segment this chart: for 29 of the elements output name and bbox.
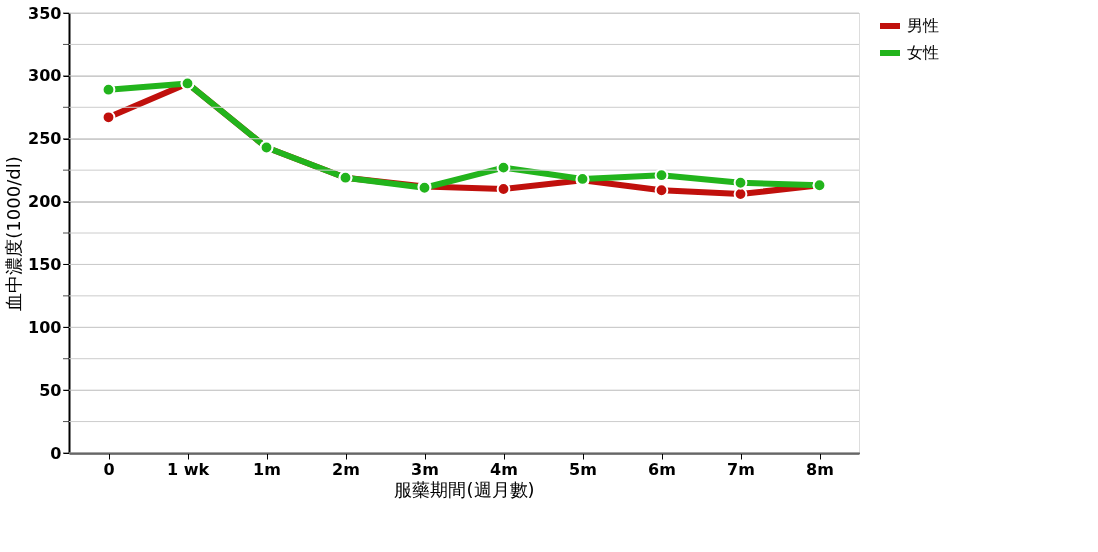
- x-tick-label: 2m: [332, 459, 360, 479]
- x-tick-label: 7m: [727, 459, 755, 479]
- point: [733, 187, 748, 201]
- x-tick-label: 6m: [648, 459, 676, 479]
- point: [101, 110, 116, 125]
- y-tick-label: 250: [28, 129, 62, 149]
- x-tick-label: 4m: [490, 459, 518, 479]
- x-tick-label: 0: [103, 459, 115, 479]
- y-tick-label: 300: [28, 66, 62, 86]
- point: [654, 183, 669, 198]
- x-tick-label: 5m: [569, 459, 597, 479]
- x-tick-label: 1m: [253, 459, 281, 479]
- legend-label: 女性: [907, 43, 939, 62]
- y-tick-label: 200: [28, 192, 62, 212]
- y-tick-label: 100: [28, 317, 62, 337]
- legend-label: 男性: [907, 16, 939, 35]
- point: [496, 182, 511, 196]
- point: [733, 175, 748, 190]
- point: [496, 160, 511, 175]
- y-tick-label: 0: [50, 443, 62, 463]
- x-axis-title: 服藥期間(週月數): [394, 478, 535, 500]
- y-axis-title: 血中濃度(1000/dl): [3, 156, 25, 311]
- y-tick-label: 50: [39, 380, 62, 400]
- x-tick-label: 1 wk: [166, 459, 210, 479]
- y-tick-label: 150: [28, 254, 62, 274]
- y-tick-label: 350: [28, 3, 62, 23]
- x-tick-label: 8m: [806, 459, 834, 479]
- point: [101, 82, 116, 97]
- x-tick-label: 3m: [411, 459, 439, 479]
